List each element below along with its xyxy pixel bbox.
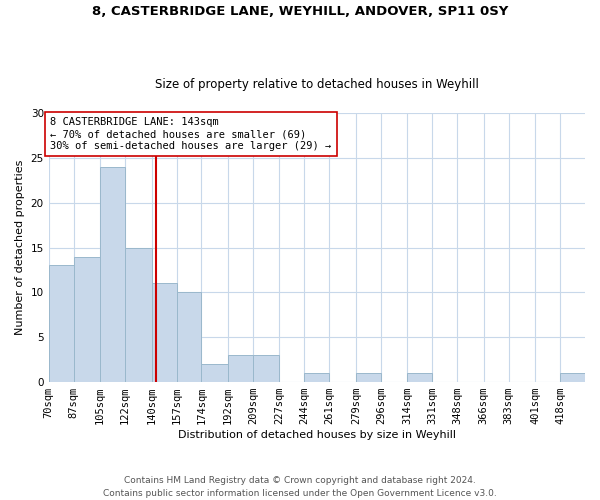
Bar <box>356 373 381 382</box>
Bar <box>49 266 74 382</box>
Bar <box>560 373 585 382</box>
Bar <box>407 373 432 382</box>
Bar <box>228 355 253 382</box>
Bar <box>74 256 100 382</box>
Title: Size of property relative to detached houses in Weyhill: Size of property relative to detached ho… <box>155 78 479 91</box>
Y-axis label: Number of detached properties: Number of detached properties <box>15 160 25 335</box>
Bar <box>253 355 280 382</box>
Bar <box>304 373 329 382</box>
X-axis label: Distribution of detached houses by size in Weyhill: Distribution of detached houses by size … <box>178 430 456 440</box>
Bar <box>176 292 202 382</box>
Bar <box>202 364 228 382</box>
Text: 8, CASTERBRIDGE LANE, WEYHILL, ANDOVER, SP11 0SY: 8, CASTERBRIDGE LANE, WEYHILL, ANDOVER, … <box>92 5 508 18</box>
Text: 8 CASTERBRIDGE LANE: 143sqm
← 70% of detached houses are smaller (69)
30% of sem: 8 CASTERBRIDGE LANE: 143sqm ← 70% of det… <box>50 118 331 150</box>
Bar <box>152 284 176 382</box>
Bar <box>125 248 152 382</box>
Bar <box>100 167 125 382</box>
Text: Contains HM Land Registry data © Crown copyright and database right 2024.
Contai: Contains HM Land Registry data © Crown c… <box>103 476 497 498</box>
